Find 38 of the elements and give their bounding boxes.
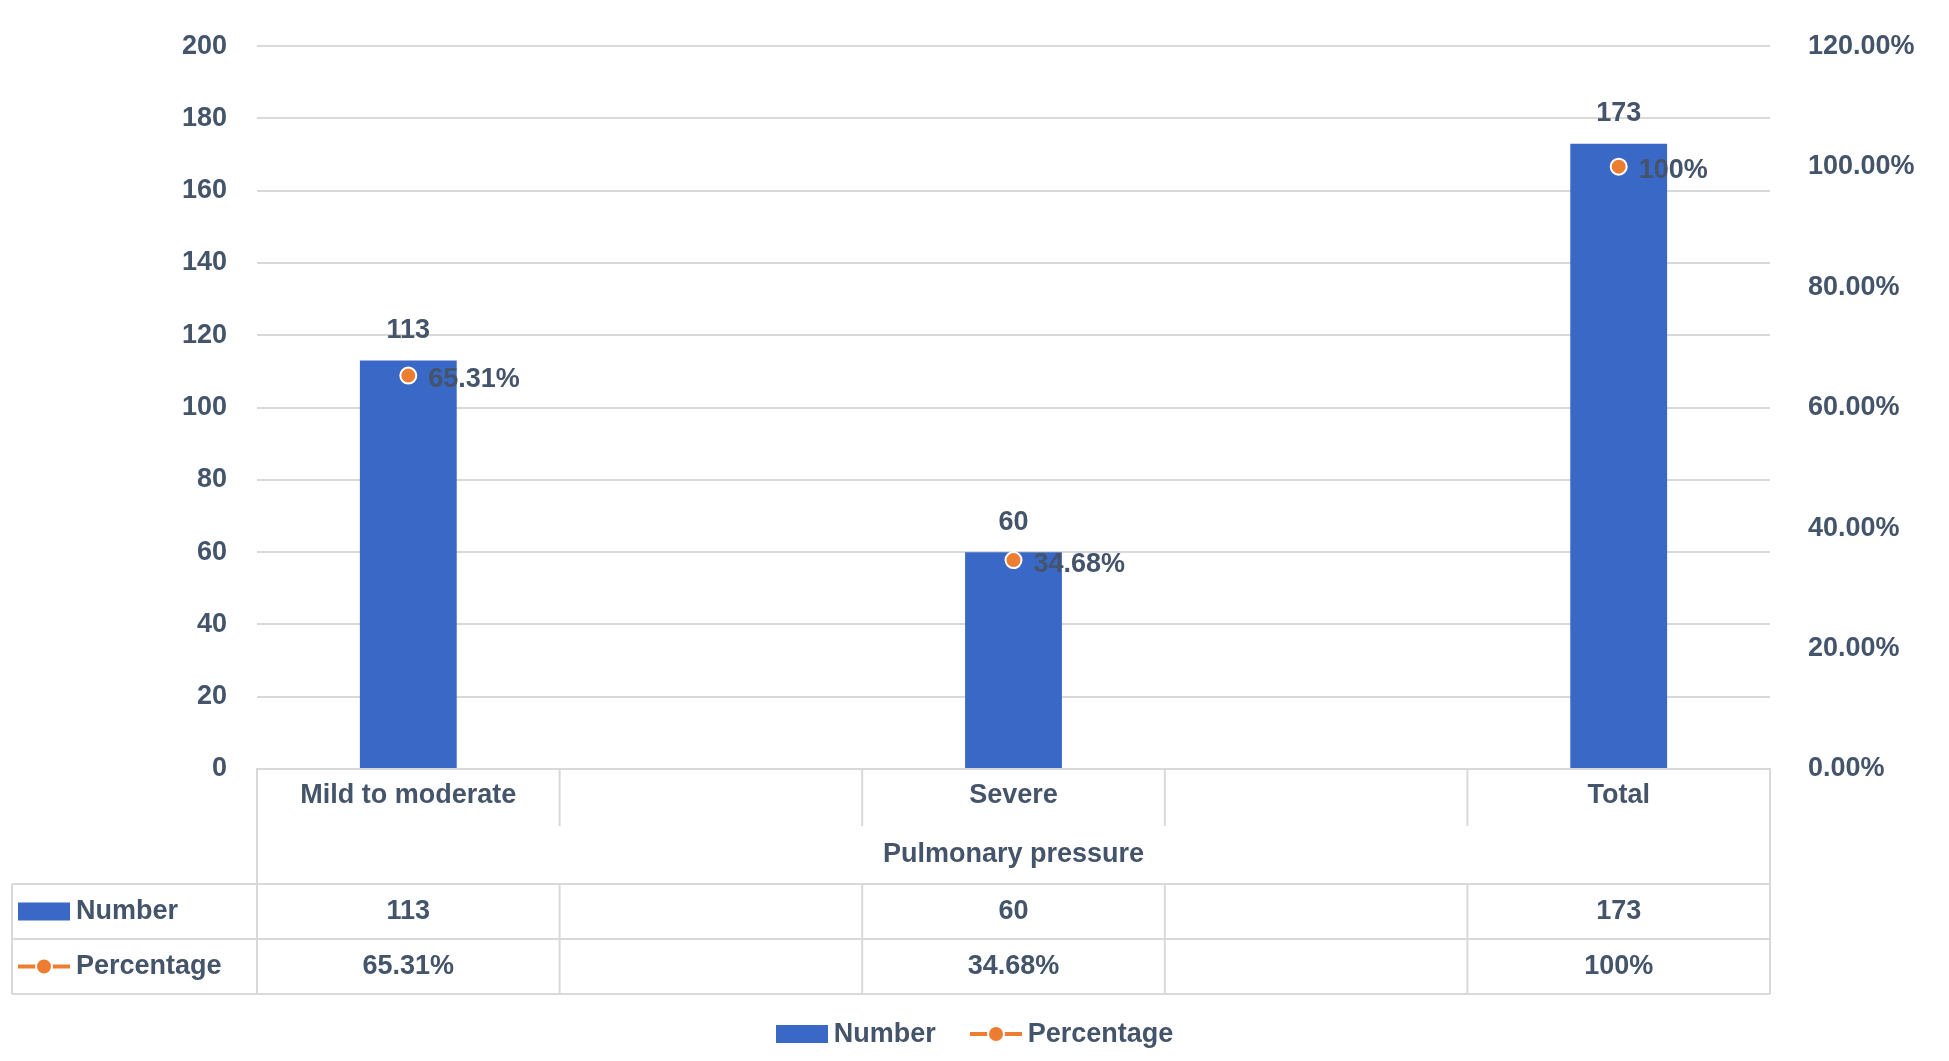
y2-tick-label: 80.00% [1808, 270, 1900, 301]
x-axis-title: Pulmonary pressure [882, 838, 1145, 869]
y-tick-label: 100 [181, 391, 227, 422]
data-label: 100% [1584, 949, 1654, 980]
text: 60 [998, 505, 1029, 536]
data-label: 34.68% [967, 949, 1060, 980]
data-label: 173 [1596, 894, 1642, 925]
text: 113 [386, 314, 431, 345]
text: Number [833, 1018, 936, 1048]
y-tick-label: 160 [181, 174, 227, 205]
legend-label: Number [76, 894, 179, 925]
point [1609, 157, 1628, 176]
x-tick-label: Mild to moderate [300, 778, 517, 809]
y2-tick-label: 100.00% [1808, 150, 1915, 181]
y-tick-label: 120 [181, 318, 227, 349]
text: Percentage [1027, 1018, 1174, 1048]
y-tick-label: 180 [181, 101, 227, 132]
legend-label: Percentage [76, 949, 222, 980]
y2-tick-label: 0.00% [1808, 752, 1885, 783]
data-label: 65.31% [362, 949, 455, 980]
y2-tick-label: 60.00% [1808, 391, 1900, 422]
y-tick-label: 0 [211, 752, 227, 783]
data-label: 60 [998, 894, 1029, 925]
x-tick-label: Severe [969, 778, 1058, 809]
y2-tick-label: 40.00% [1808, 511, 1900, 542]
point [1004, 551, 1023, 570]
y2-tick-label: 20.00% [1808, 631, 1900, 662]
y-tick-label: 200 [181, 29, 227, 60]
x-tick-label: Total [1587, 778, 1650, 809]
data-label: 113 [386, 894, 431, 925]
y-tick-label: 20 [196, 680, 227, 711]
point [399, 366, 418, 385]
y-tick-label: 40 [196, 607, 227, 638]
y-tick-label: 60 [196, 535, 227, 566]
y-tick-label: 80 [196, 463, 227, 494]
y2-tick-label: 120.00% [1808, 29, 1915, 60]
y-tick-label: 140 [181, 246, 227, 277]
text: 173 [1596, 97, 1642, 128]
